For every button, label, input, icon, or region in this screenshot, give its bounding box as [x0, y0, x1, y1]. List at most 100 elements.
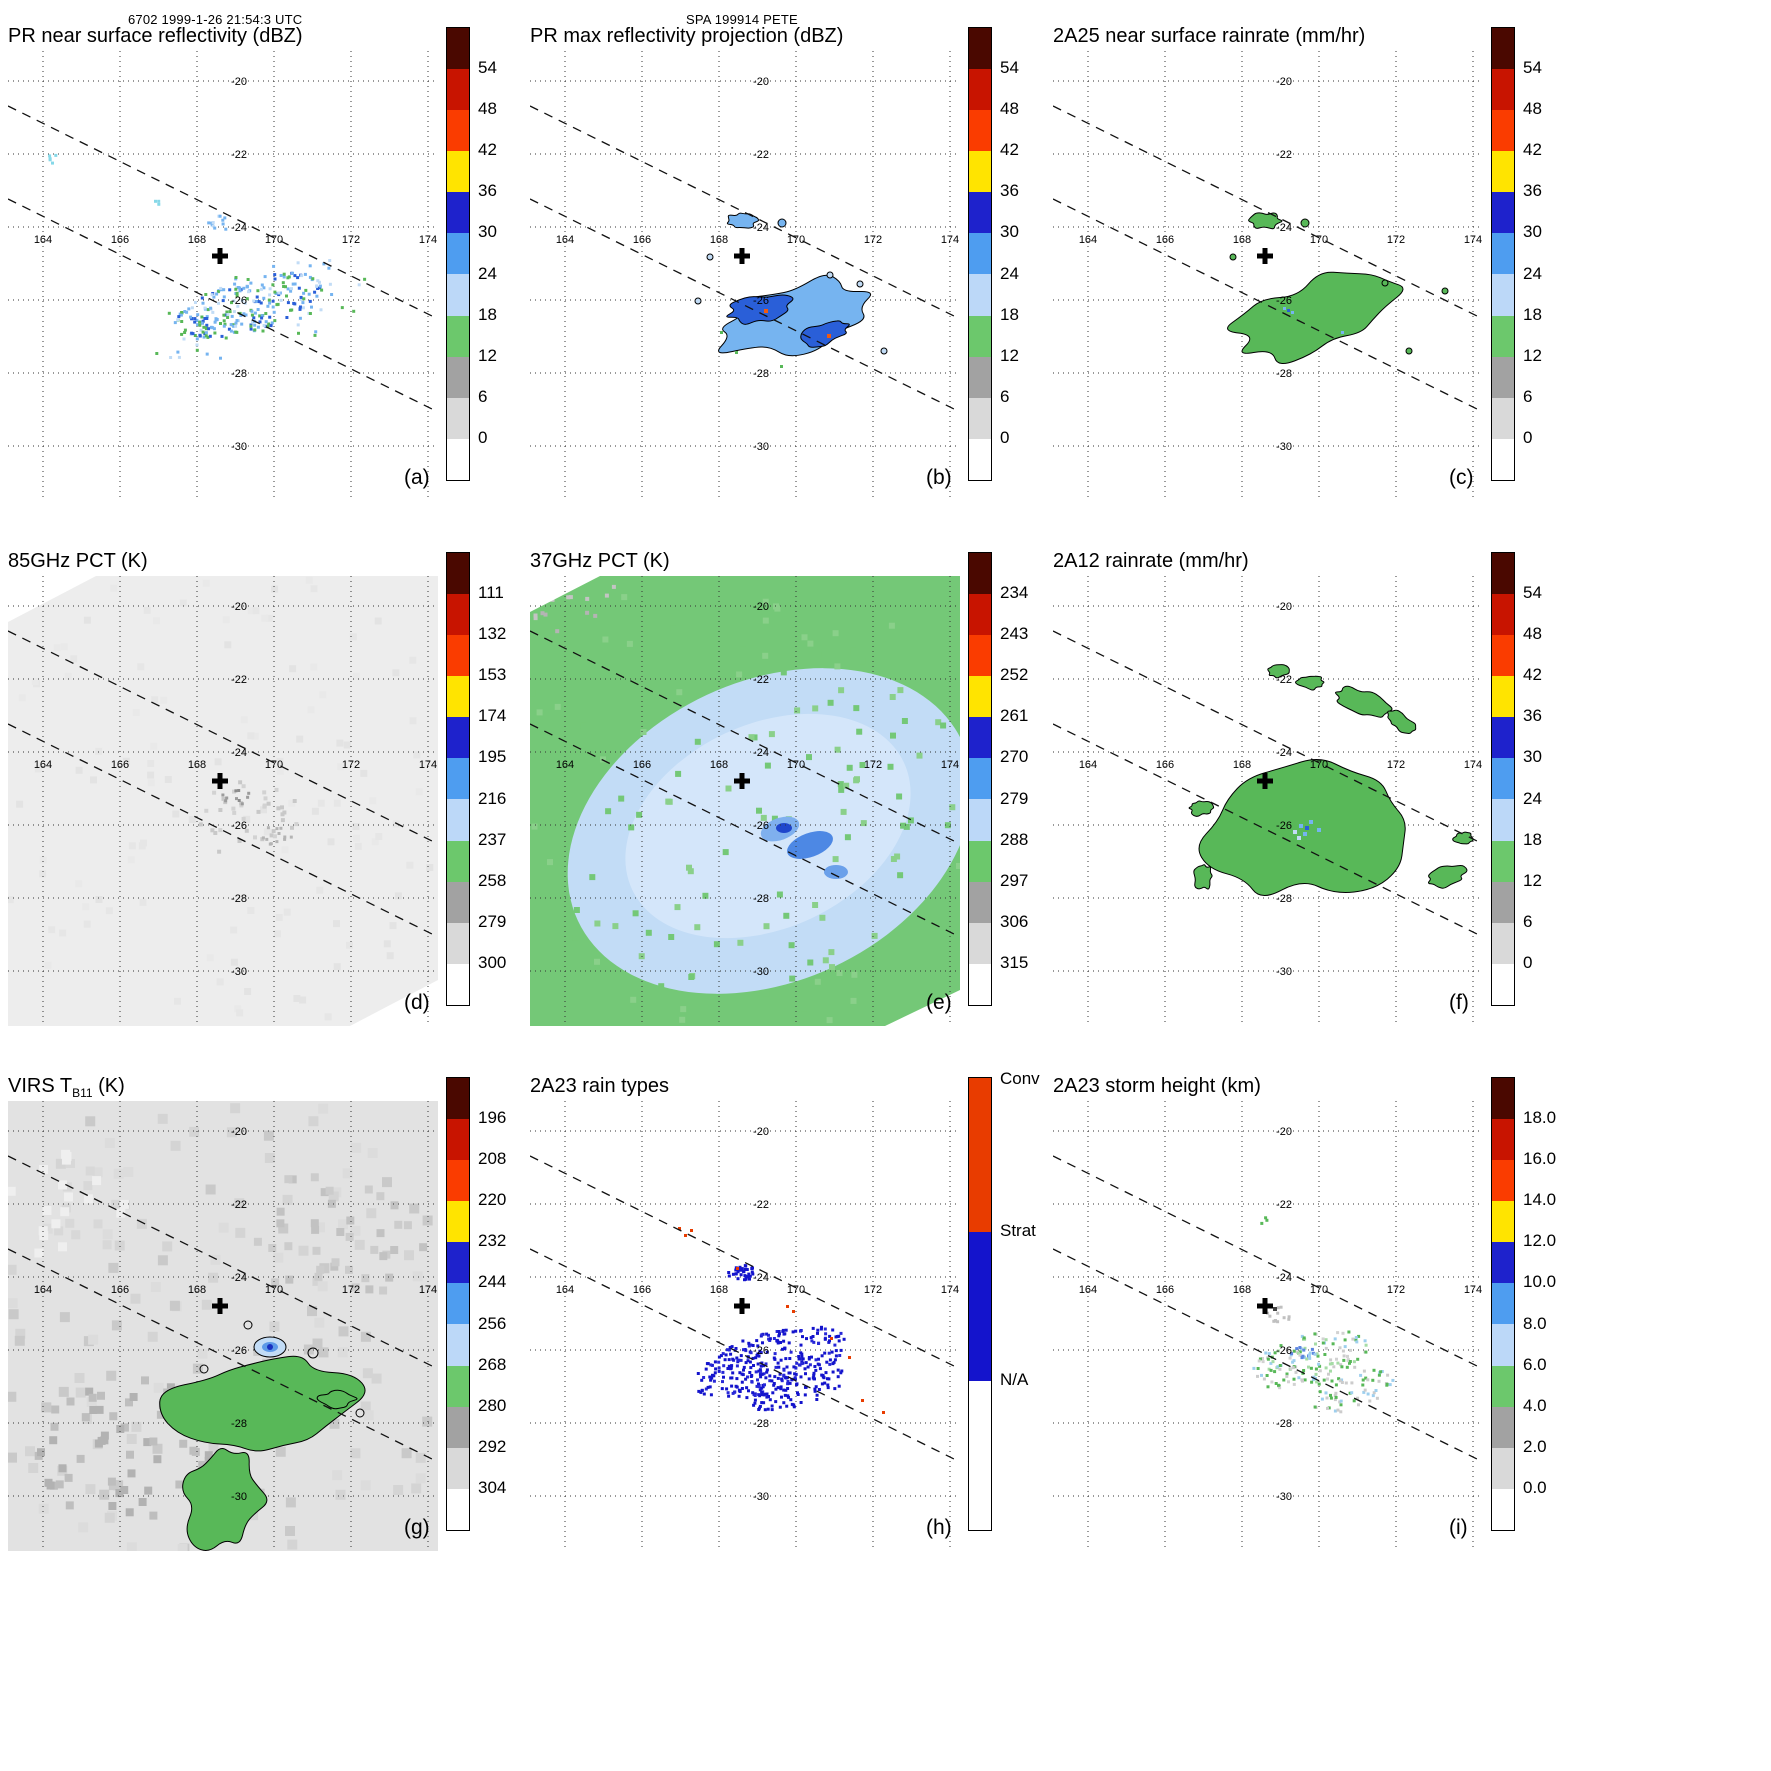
lat-tick-label: -30	[231, 966, 247, 978]
colorbar-bar	[1491, 552, 1515, 1006]
panel-letter: (h)	[926, 1516, 952, 1539]
colorbar-tick-label: 36	[1523, 181, 1542, 200]
colorbar-tick-label: 280	[478, 1396, 507, 1415]
colorbar-tick-label: 48	[1523, 99, 1542, 118]
lat-tick-label: -20	[753, 1126, 769, 1138]
colorbar-segment	[1492, 1078, 1514, 1120]
lat-tick-label: -24	[1276, 747, 1292, 759]
swath-edge-line	[1053, 1248, 1483, 1463]
colorbar-segment	[969, 553, 991, 595]
colorbar-segment	[1492, 69, 1514, 111]
colorbar-tick-label: 132	[478, 624, 507, 643]
data-layer	[1227, 212, 1449, 365]
lon-tick-label: 166	[633, 759, 651, 771]
panel-a: PR near surface reflectivity (dBZ) 164 166…	[8, 25, 553, 537]
colorbar-tick-label: 36	[1523, 706, 1542, 725]
colorbar-tick-label: 12	[1523, 346, 1542, 365]
lat-tick-label: -28	[231, 368, 247, 380]
storm-center-cross	[734, 1298, 750, 1314]
colorbar-segment	[1492, 717, 1514, 759]
colorbar-tick-label: 54	[1000, 58, 1019, 77]
graticule-layer	[530, 1101, 960, 1551]
colorbar-tick-label: 292	[478, 1437, 507, 1456]
colorbar-segment	[969, 438, 991, 480]
colorbar-tick-label: 252	[1000, 665, 1029, 684]
storm-center-cross	[212, 1298, 228, 1314]
colorbar-tick-label: 18	[478, 305, 497, 324]
panel-title-h: 2A23 rain types	[530, 1075, 669, 1097]
lon-tick-label: 174	[419, 759, 437, 771]
lat-tick-label: -30	[231, 1491, 247, 1503]
colorbar-tick-label: 48	[478, 99, 497, 118]
map-g: 164 166 168 170 172 174 -20 -22 -24 -26 -28 -30 (g)	[8, 1101, 438, 1551]
colorbar-segment	[969, 356, 991, 398]
graticule-layer	[1053, 1101, 1483, 1551]
colorbar-tick-label: 42	[1000, 140, 1019, 159]
colorbar-e: 234 243 252 261 270 279 288 297 306 315	[968, 552, 1074, 1014]
lat-tick-label: -26	[1276, 295, 1292, 307]
annotation-layer: 164 166 168 170 172 174 -20 -22 -24 -26 -28 -30 (b)	[530, 76, 960, 489]
colorbar-tick-label: 48	[1000, 99, 1019, 118]
lon-tick-label: 170	[265, 1284, 283, 1296]
colorbar-tick-label: 12	[1523, 871, 1542, 890]
colorbar-segment	[969, 922, 991, 964]
colorbar-segment	[1492, 438, 1514, 480]
colorbar-tick-label: 0.0	[1523, 1478, 1547, 1497]
colorbar-segment	[447, 1119, 469, 1161]
colorbar-segment	[969, 192, 991, 234]
panel-g: VIRS TB11 (K) 164 166 168 170 172 174 -20 -22 -24…	[8, 1075, 553, 1587]
colorbar-segment	[1492, 192, 1514, 234]
map-a: 164 166 168 170 172 174 -20 -22 -24 -26 -28 -30 (a)	[8, 51, 438, 501]
swath-edge-line	[530, 1155, 960, 1370]
lat-tick-label: -22	[231, 149, 247, 161]
lat-tick-label: -26	[231, 295, 247, 307]
colorbar-tick-label: 232	[478, 1231, 507, 1250]
colorbar-segment	[1492, 1119, 1514, 1161]
colorbar-segment	[1492, 758, 1514, 800]
lat-tick-label: -30	[231, 441, 247, 453]
swath-edge-line	[8, 105, 438, 320]
colorbar-tick-label: 18	[1523, 305, 1542, 324]
lon-tick-label: 168	[188, 234, 206, 246]
storm-center-cross	[212, 248, 228, 264]
panel-title-f: 2A12 rainrate (mm/hr)	[1053, 550, 1249, 572]
colorbar-tick-label: 0	[1000, 428, 1010, 447]
colorbar-segment	[969, 1078, 991, 1232]
lat-tick-label: -20	[1276, 76, 1292, 88]
colorbar-tick-label: 54	[478, 58, 497, 77]
colorbar-segment	[1492, 799, 1514, 841]
colorbar-segment	[969, 840, 991, 882]
colorbar-tick-label: 30	[1000, 222, 1019, 241]
lon-tick-label: 164	[34, 1284, 52, 1296]
colorbar-tick-label: 36	[1000, 181, 1019, 200]
lat-tick-label: -20	[231, 601, 247, 613]
lon-tick-label: 164	[34, 759, 52, 771]
lon-tick-label: 164	[556, 759, 574, 771]
graticule-layer	[1053, 51, 1483, 501]
colorbar-segment	[447, 1201, 469, 1243]
colorbar-segment	[969, 963, 991, 1005]
lon-tick-label: 168	[1233, 234, 1251, 246]
colorbar-tick-label: 14.0	[1523, 1190, 1557, 1209]
colorbar-segment	[1492, 635, 1514, 677]
colorbar-tick-label: 30	[1523, 222, 1542, 241]
colorbar-segment	[447, 922, 469, 964]
colorbar-segment	[447, 110, 469, 152]
panel-e: 37GHz PCT (K) 164 166 168 170 172 174 -20 -22 -24…	[530, 550, 1075, 1062]
colorbar-segment	[447, 758, 469, 800]
graticule-layer	[530, 51, 960, 501]
map-e: 164 166 168 170 172 174 -20 -22 -24 -26 -28 -30 (e)	[530, 576, 960, 1026]
panel-letter: (a)	[404, 466, 430, 489]
lon-tick-label: 168	[710, 759, 728, 771]
lat-tick-label: -22	[1276, 149, 1292, 161]
lon-tick-label: 170	[787, 234, 805, 246]
colorbar-segment	[1492, 151, 1514, 193]
colorbar-bar	[968, 1077, 992, 1531]
lat-tick-label: -22	[753, 1199, 769, 1211]
colorbar-segment	[447, 1406, 469, 1448]
colorbar-segment	[969, 594, 991, 636]
panel-h: 2A23 rain types 164 166 168 170 172 174 -20 -22 -…	[530, 1069, 1075, 1587]
colorbar-segment	[447, 397, 469, 439]
colorbar-tick-label: 54	[1523, 58, 1542, 77]
colorbar-tick-label: 234	[1000, 583, 1029, 602]
